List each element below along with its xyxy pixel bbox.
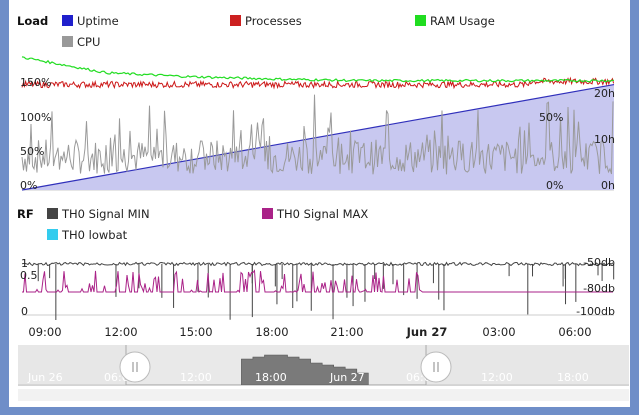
cpu-legend-swatch[interactable] (62, 36, 73, 47)
rf-left-tick-0: 0 (21, 305, 28, 318)
navigator[interactable]: Jun 26 06:00 12:00 18:00 Jun 27 06:00 12… (18, 345, 629, 401)
rf-right-tick-80db: -80db (583, 282, 615, 295)
th0-signal-max-line (22, 269, 613, 294)
load-right-tick-0h: 0h (601, 179, 615, 192)
load-right-tick-10h: 10h (594, 133, 615, 146)
x-tick: 09:00 (28, 325, 61, 339)
load-left-tick-50: 50% (20, 145, 44, 158)
load-right-tick-20h: 20h (594, 87, 615, 100)
processes-legend-swatch[interactable] (230, 15, 241, 26)
load-inner-tick-50: 50% (539, 111, 563, 124)
navigator-handle-right[interactable] (420, 351, 452, 383)
navigator-series-area (18, 354, 629, 386)
x-tick: 21:00 (330, 325, 363, 339)
x-tick: 06:00 (558, 325, 591, 339)
rf-right-tick-100db: -100db (576, 305, 615, 318)
th0-signal-min-line (21, 261, 614, 267)
chart-frame: Load Uptime Processes RAM Usage CPU RF T… (9, 0, 630, 407)
navigator-handle-left[interactable] (119, 351, 151, 383)
processes-legend-label[interactable]: Processes (245, 14, 302, 28)
load-panel-title: Load (17, 14, 49, 28)
x-tick: 12:00 (104, 325, 137, 339)
th0-signal-min-legend-swatch[interactable] (47, 208, 58, 219)
navigator-label: Jun 26 (27, 371, 63, 384)
navigator-mask-left (18, 345, 126, 385)
load-left-tick-0: 0% (20, 179, 37, 192)
x-tick-bold: Jun 27 (406, 325, 448, 339)
load-left-tick-150: 150% (20, 76, 51, 89)
rf-right-tick-50db: -50db (583, 256, 615, 269)
uptime-legend-label[interactable]: Uptime (77, 14, 119, 28)
rf-panel-title: RF (17, 207, 34, 221)
ram-usage-legend-swatch[interactable] (415, 15, 426, 26)
navigator-label: 18:00 (557, 371, 589, 384)
th0-lowbat-legend-swatch[interactable] (47, 229, 58, 240)
navigator-label: 18:00 (255, 371, 287, 384)
x-axis: 09:00 12:00 15:00 18:00 21:00 Jun 27 03:… (28, 325, 591, 339)
uptime-legend-swatch[interactable] (62, 15, 73, 26)
ram-usage-line (21, 56, 615, 83)
cpu-line (21, 94, 614, 175)
th0-signal-min-legend-label[interactable]: TH0 Signal MIN (62, 207, 150, 221)
th0-signal-max-legend-swatch[interactable] (262, 208, 273, 219)
navigator-label: Jun 27 (329, 371, 365, 384)
rf-left-tick-1: 1 (21, 257, 28, 270)
cpu-legend-label[interactable]: CPU (77, 35, 101, 49)
rf-plot[interactable]: 1 0.5 0 -50db -80db -100db (9, 240, 630, 320)
load-plot[interactable]: 150% 100% 50% 0% 50% 0% 20h 10h 0h (9, 0, 630, 200)
rf-left-tick-0-5: 0.5 (20, 269, 38, 282)
uptime-line (21, 83, 615, 191)
navigator-mask-right (426, 345, 629, 385)
load-inner-tick-0: 0% (546, 179, 563, 192)
navigator-label: 12:00 (180, 371, 212, 384)
processes-line (21, 76, 615, 90)
x-tick: 18:00 (255, 325, 288, 339)
load-left-tick-100: 100% (20, 111, 51, 124)
x-tick: 03:00 (482, 325, 515, 339)
ram-usage-legend-label[interactable]: RAM Usage (430, 14, 495, 28)
scrollbar-track[interactable] (18, 389, 629, 401)
th0-signal-max-legend-label[interactable]: TH0 Signal MAX (277, 207, 369, 221)
x-tick: 15:00 (179, 325, 212, 339)
th0-lowbat-legend-label[interactable]: TH0 lowbat (62, 228, 128, 242)
navigator-label: 12:00 (481, 371, 513, 384)
